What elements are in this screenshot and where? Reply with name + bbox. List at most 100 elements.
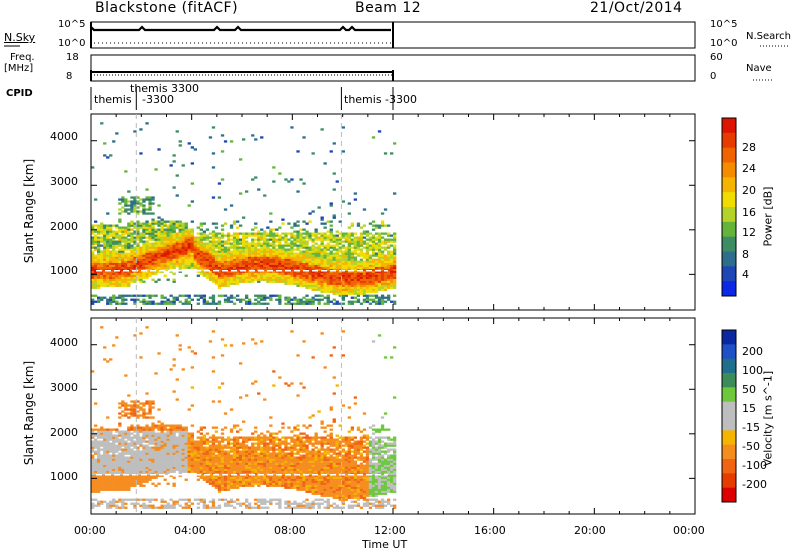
power-cell: [169, 264, 173, 267]
velocity-cell: [220, 382, 225, 385]
power-cell: [91, 236, 95, 239]
velocity-cell: [251, 506, 255, 509]
power-cell: [124, 200, 128, 203]
power-cell: [236, 274, 240, 277]
power-cell: [269, 238, 273, 241]
power-cell: [154, 252, 158, 255]
velocity-cell: [133, 458, 137, 461]
power-cell: [314, 228, 318, 231]
velocity-cell: [266, 506, 270, 509]
power-cell: [344, 250, 348, 253]
power-cell: [106, 282, 110, 285]
power-cell: [236, 264, 240, 267]
power-cell: [208, 260, 213, 263]
power-cell: [145, 248, 149, 251]
power-cell: [202, 302, 206, 305]
power-cell: [220, 266, 225, 269]
velocity-cell: [145, 452, 149, 455]
velocity-cell: [160, 438, 164, 441]
velocity-cell: [160, 428, 164, 431]
power-cell: [260, 232, 264, 235]
power-cell: [341, 280, 345, 283]
power-cell: [115, 230, 119, 233]
power-cell: [317, 238, 321, 241]
power-cell: [109, 296, 113, 299]
velocity-cell: [199, 498, 203, 501]
power-cell: [245, 270, 249, 273]
power-cell: [100, 238, 104, 241]
power-cell: [383, 238, 388, 241]
velocity-cell: [199, 426, 203, 429]
power-cell: [133, 302, 137, 305]
velocity-cell: [127, 438, 131, 441]
power-cell: [254, 302, 258, 305]
velocity-cell: [263, 444, 267, 447]
velocity-cell: [136, 424, 140, 427]
power-cell: [387, 234, 391, 237]
power-cell: [260, 254, 264, 257]
velocity-cell: [94, 438, 98, 441]
power-cell: [380, 280, 385, 283]
velocity-cell: [91, 478, 95, 481]
velocity-cell: [124, 430, 128, 433]
velocity-cell: [248, 436, 252, 439]
velocity-cell: [248, 446, 252, 449]
power-cell: [387, 252, 391, 255]
velocity-cell: [97, 478, 101, 481]
velocity-cell: [136, 434, 140, 437]
power-cell: [390, 262, 394, 265]
velocity-cell: [160, 458, 164, 461]
velocity-cell: [145, 478, 149, 481]
power-cell: [338, 274, 342, 277]
velocity-cell: [217, 462, 222, 465]
power-cell: [103, 272, 107, 275]
power-cell: [314, 282, 318, 285]
velocity-cell: [187, 444, 191, 447]
velocity-cell: [266, 500, 270, 503]
power-cell: [299, 250, 303, 253]
power-cell: [223, 274, 228, 277]
power-cell: [275, 234, 279, 237]
velocity-cell: [106, 480, 110, 483]
power-cell: [323, 234, 327, 237]
velocity-cell: [106, 446, 110, 449]
power-cell: [335, 244, 339, 247]
power-cell: [190, 146, 194, 149]
velocity-cell: [242, 474, 246, 477]
power-cell: [103, 246, 107, 249]
velocity-cell: [127, 498, 131, 501]
power-cell: [187, 142, 191, 145]
velocity-cell: [248, 472, 252, 475]
power-cell: [166, 250, 170, 253]
power-cell: [169, 256, 173, 259]
velocity-cell: [112, 436, 116, 439]
velocity-cell: [193, 456, 197, 459]
power-cell: [278, 248, 282, 251]
power-cell: [145, 246, 149, 249]
power-cell: [145, 300, 149, 303]
velocity-cell: [196, 444, 200, 447]
power-cell: [390, 250, 394, 253]
power-cell: [229, 270, 234, 273]
power-cell: [374, 236, 379, 239]
power-cell: [106, 212, 110, 215]
power-cell: [223, 140, 228, 143]
power-cell: [278, 244, 282, 247]
power-cell: [208, 264, 213, 267]
power-cell: [347, 232, 351, 235]
velocity-cell: [145, 426, 149, 429]
power-cell: [229, 272, 234, 275]
power-cell: [157, 244, 161, 247]
power-cell: [347, 300, 351, 303]
power-cell: [199, 294, 203, 297]
power-cell: [148, 248, 152, 251]
power-cell: [341, 270, 345, 273]
power-cell: [220, 274, 225, 277]
velocity-cell: [109, 466, 113, 469]
velocity-cell: [169, 504, 173, 507]
power-cell: [278, 226, 282, 229]
power-cell: [184, 294, 188, 297]
power-cell: [263, 234, 267, 237]
velocity-cell: [220, 428, 225, 431]
velocity-cell: [226, 446, 231, 449]
